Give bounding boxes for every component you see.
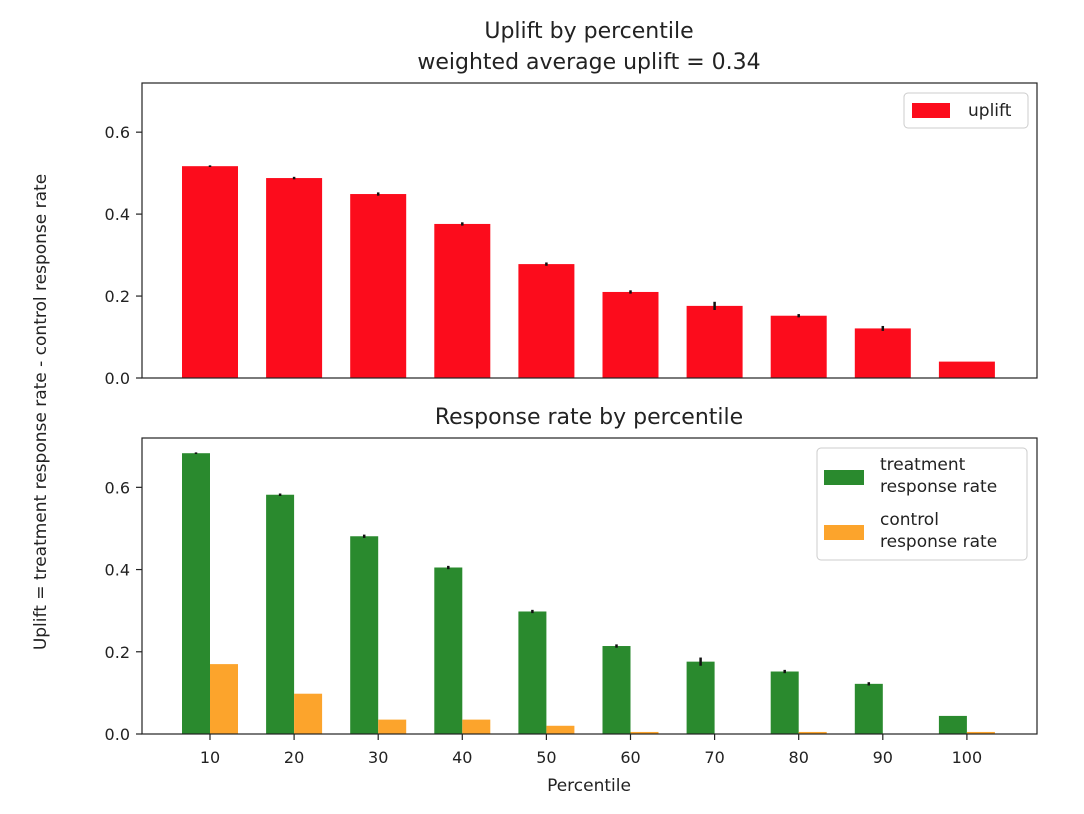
x-tick-label: 70 — [704, 748, 724, 767]
treatment-bar-10 — [182, 453, 210, 734]
y-tick-label: 0.0 — [105, 369, 130, 388]
legend-label-uplift: uplift — [968, 101, 1012, 121]
y-tick-label: 0.2 — [105, 287, 130, 306]
control-bar-50 — [546, 725, 575, 734]
response-rate-panel: 0.0 0.2 0.4 0.6 10 20 30 40 50 60 70 80 90 100 treatme… — [105, 437, 1038, 767]
uplift-bar-70 — [686, 305, 743, 378]
x-tick-label: 40 — [452, 748, 472, 767]
y-tick-label: 0.6 — [105, 123, 130, 142]
legend-box — [903, 92, 1029, 129]
treatment-bar-20 — [266, 494, 295, 734]
control-bar-30 — [378, 719, 407, 734]
x-tick-label: 60 — [620, 748, 640, 767]
treatment-bar-40 — [434, 567, 463, 734]
control-bar-100 — [966, 731, 995, 734]
treatment-bar-100 — [938, 715, 967, 734]
y-tick-label: 0.2 — [105, 643, 130, 662]
legend-swatch-treatment — [824, 470, 864, 485]
treatment-bar-80 — [770, 671, 799, 734]
legend-swatch-uplift — [912, 103, 950, 118]
y-tick-label: 0.6 — [105, 478, 130, 497]
y-tick-label: 0.4 — [105, 205, 130, 224]
uplift-bar-60 — [602, 291, 659, 378]
uplift-bar-10 — [182, 166, 238, 378]
control-bar-20 — [294, 693, 323, 734]
uplift-bar-50 — [518, 264, 575, 378]
x-tick-label: 50 — [536, 748, 556, 767]
bottom-chart-title: Response rate by percentile — [435, 405, 743, 430]
uplift-bar-40 — [434, 223, 491, 378]
uplift-bar-100 — [938, 361, 995, 378]
top-chart-title: Uplift by percentile — [484, 19, 693, 44]
control-bar-40 — [462, 719, 491, 734]
top-chart-subtitle: weighted average uplift = 0.34 — [417, 50, 760, 75]
control-bar-60 — [630, 731, 659, 734]
treatment-bar-60 — [602, 646, 631, 734]
uplift-bar-30 — [350, 194, 407, 378]
x-tick-label: 90 — [873, 748, 893, 767]
y-tick-label: 0.0 — [105, 725, 130, 744]
x-tick-label: 10 — [200, 748, 220, 767]
legend-swatch-control — [824, 525, 864, 540]
treatment-bar-90 — [854, 683, 883, 734]
legend-label-treatment: treatment response rate — [880, 455, 997, 497]
uplift-bar-80 — [770, 315, 827, 378]
plot-frame — [141, 437, 1038, 735]
treatment-bar-30 — [350, 536, 379, 734]
x-axis-label: Percentile — [547, 776, 631, 796]
x-tick-label: 20 — [284, 748, 304, 767]
uplift-bar-20 — [266, 178, 323, 378]
plot-frame — [141, 82, 1038, 379]
x-tick-label: 30 — [368, 748, 388, 767]
legend-box — [816, 447, 1028, 561]
control-bar-10 — [210, 664, 238, 734]
y-tick-label: 0.4 — [105, 561, 130, 580]
control-bar-80 — [798, 731, 827, 734]
legend-label-control: control response rate — [880, 510, 997, 552]
uplift-bar-90 — [854, 328, 911, 378]
uplift-panel: 0.0 0.2 0.4 0.6 uplift — [105, 82, 1038, 388]
x-tick-label: 100 — [952, 748, 983, 767]
treatment-bar-50 — [518, 611, 547, 734]
response-rate-legend: treatment response rate control response ra… — [816, 447, 1028, 561]
treatment-bar-70 — [686, 661, 715, 734]
uplift-legend: uplift — [903, 92, 1029, 129]
x-tick-label: 80 — [789, 748, 809, 767]
y-axis-label: Uplift = treatment response rate - contr… — [31, 174, 51, 650]
